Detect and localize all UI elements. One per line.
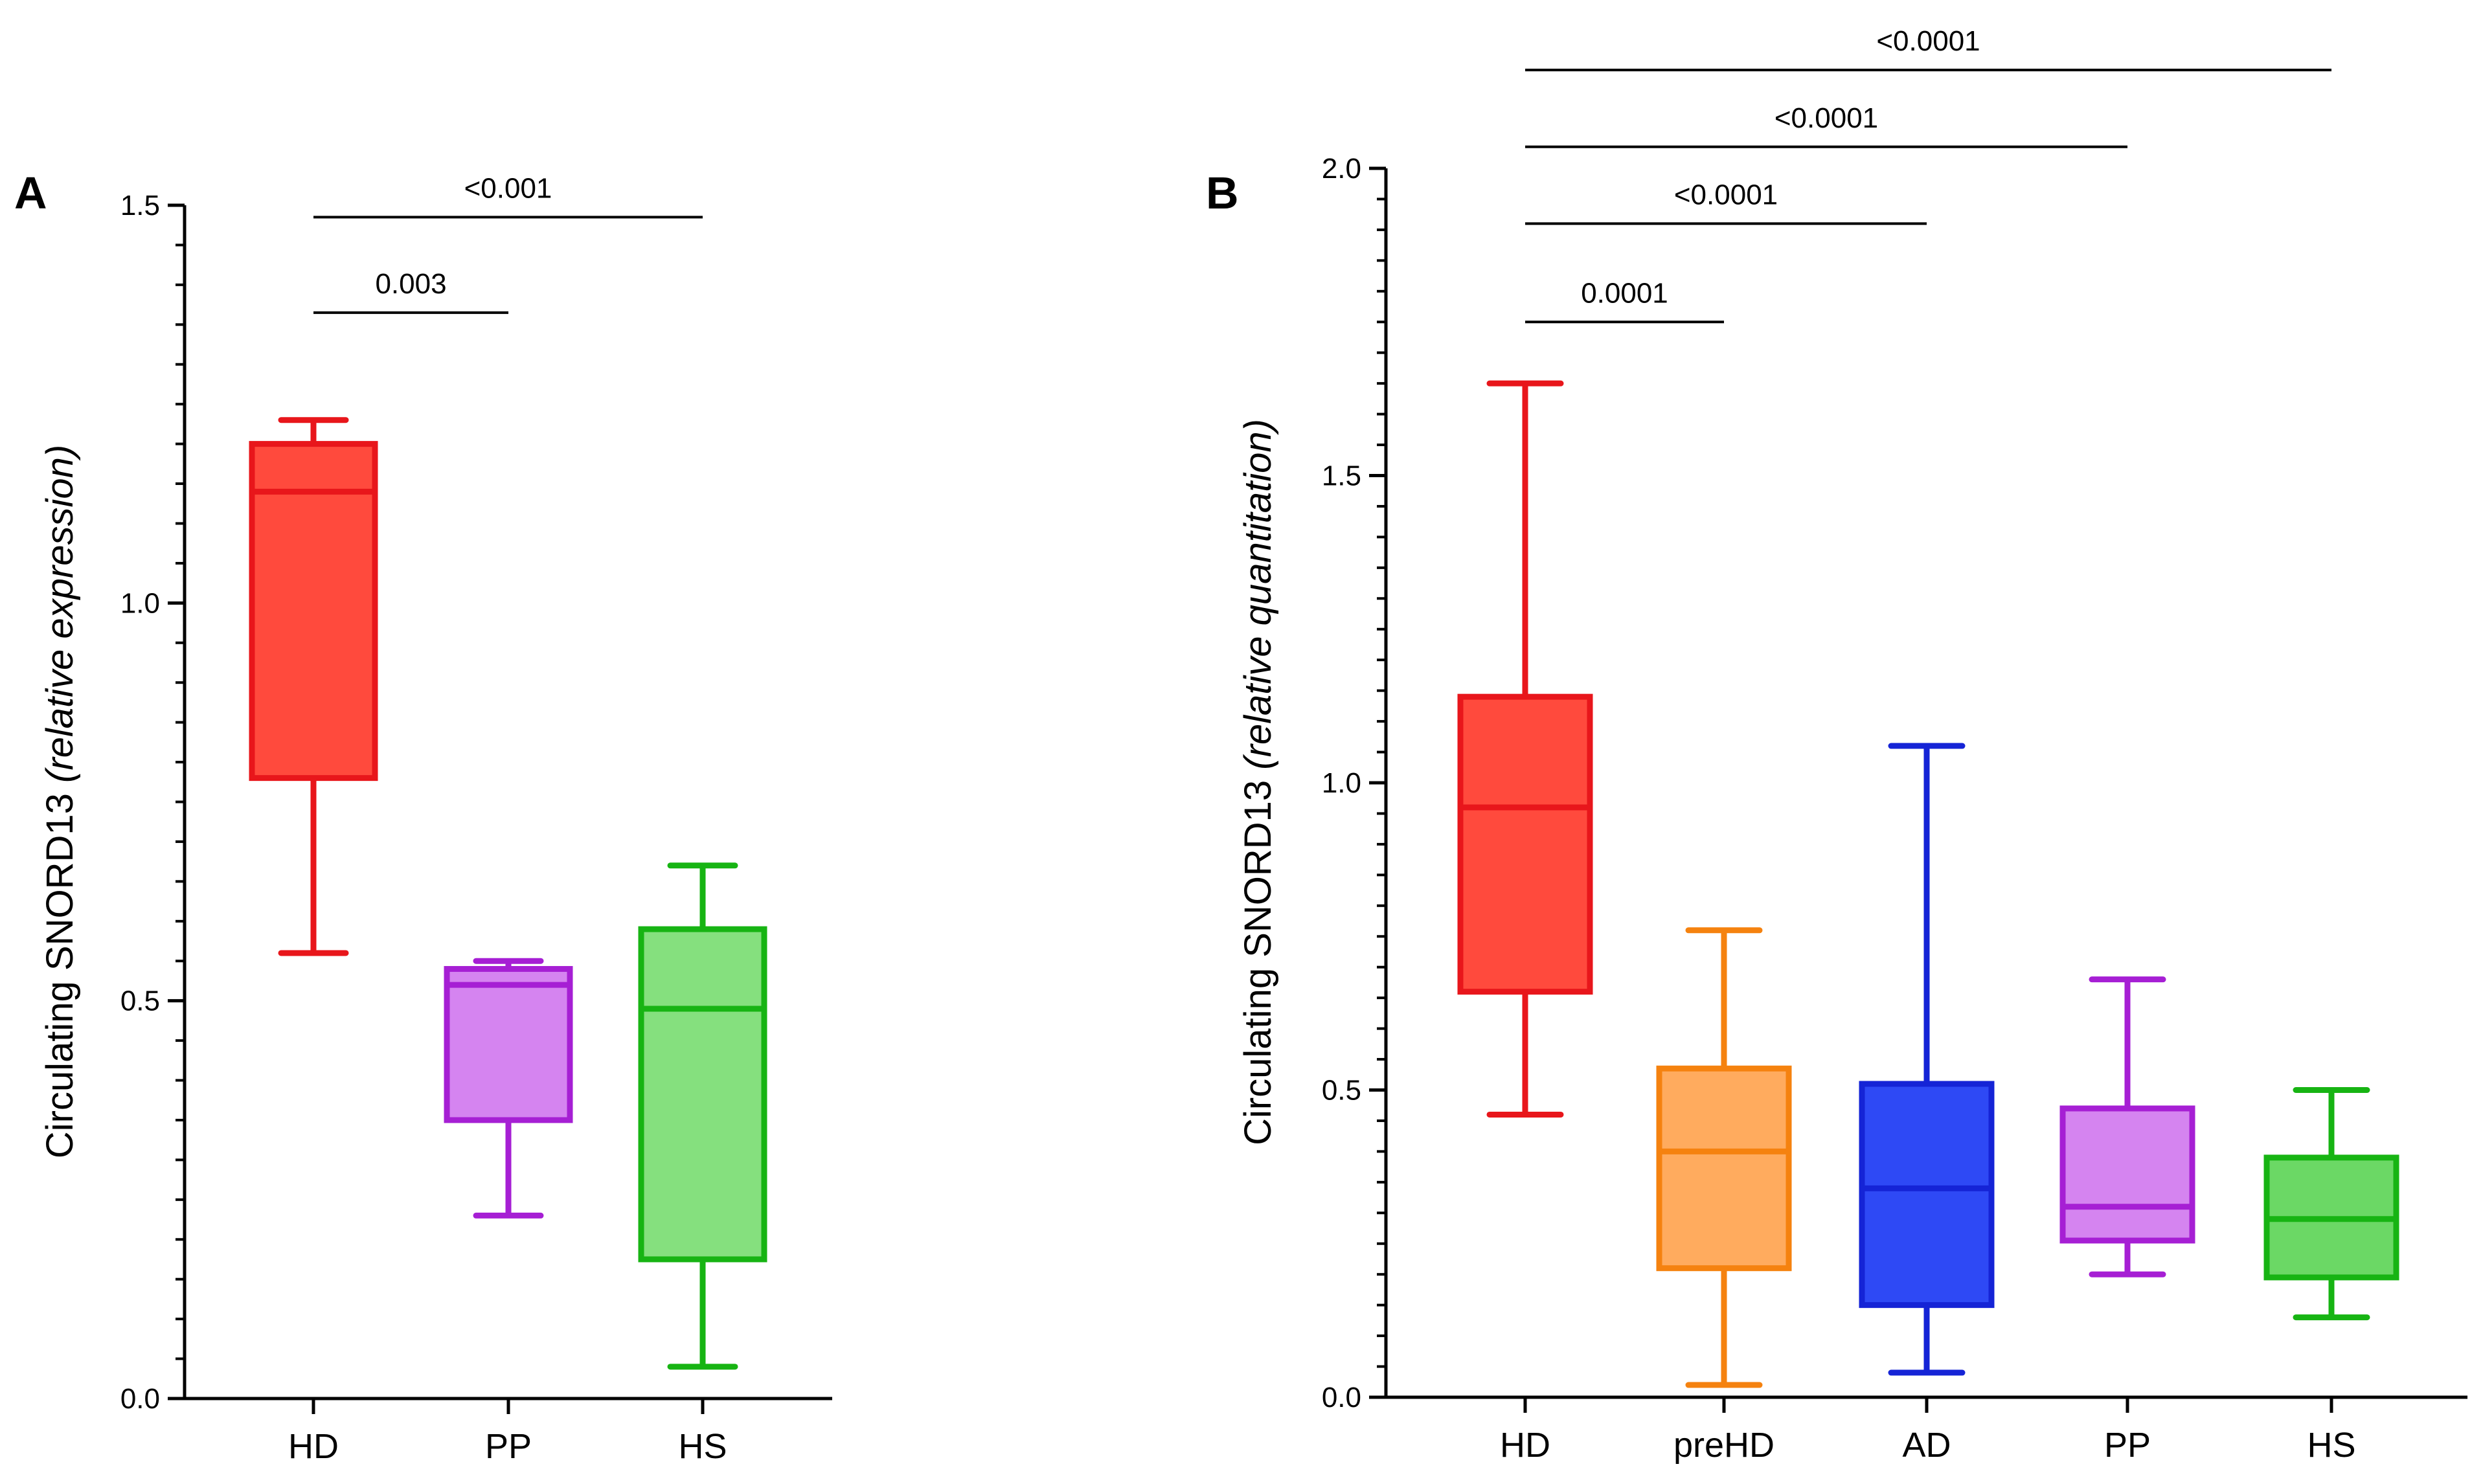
box-iqr — [249, 441, 378, 781]
box-iqr — [1656, 1065, 1792, 1272]
panel-letter: A — [14, 168, 47, 218]
y-axis-label-main: Circulating SNORD13 — [1237, 770, 1279, 1145]
box-pp — [444, 958, 573, 1219]
box-hs — [2263, 1087, 2399, 1321]
significance-label: <0.0001 — [1674, 179, 1778, 210]
y-tick-label: 2.0 — [1322, 153, 1361, 185]
box-hd — [249, 417, 378, 956]
y-tick-label: 0.0 — [120, 1383, 160, 1415]
significance-label: 0.0001 — [1581, 277, 1668, 309]
y-axis-label: Circulating SNORD13 (relative expression… — [39, 445, 81, 1158]
y-tick-label: 0.5 — [1322, 1075, 1361, 1107]
box-hs — [638, 862, 767, 1370]
x-category-label: HS — [2307, 1426, 2355, 1465]
x-category-label: HD — [1500, 1426, 1550, 1465]
significance-label: 0.003 — [375, 268, 446, 300]
x-category-label: PP — [2104, 1426, 2151, 1465]
y-tick-label: 1.0 — [1322, 767, 1361, 799]
y-tick-label: 1.5 — [1322, 460, 1361, 492]
y-tick-label: 1.0 — [120, 587, 160, 619]
x-category-label: HD — [288, 1427, 339, 1466]
y-tick-label: 1.5 — [120, 190, 160, 221]
panel-letter: B — [1206, 168, 1239, 218]
y-axis-label-main: Circulating SNORD13 — [39, 783, 81, 1158]
significance-label: <0.0001 — [1774, 102, 1878, 134]
y-tick-label: 0.5 — [120, 985, 160, 1017]
box-iqr — [1859, 1081, 1995, 1309]
y-axis-label-italic: (relative expression) — [39, 445, 81, 783]
y-axis-label-italic: (relative quantitation) — [1237, 419, 1279, 770]
box-pp — [2059, 976, 2195, 1277]
panel-b: B Circulating SNORD13 (relative quantitat… — [1206, 25, 2467, 1465]
y-tick-label: 0.0 — [1322, 1382, 1361, 1413]
significance-label: <0.001 — [464, 172, 552, 204]
x-category-label: AD — [1902, 1426, 1951, 1465]
box-ad — [1859, 743, 1995, 1376]
box-iqr — [638, 926, 767, 1263]
x-category-label: preHD — [1673, 1426, 1774, 1465]
box-hd — [1457, 380, 1593, 1118]
x-category-label: HS — [678, 1427, 727, 1466]
x-category-label: PP — [485, 1427, 532, 1466]
box-iqr — [444, 966, 573, 1123]
box-iqr — [1457, 693, 1593, 995]
y-axis-label: Circulating SNORD13 (relative quantitati… — [1237, 419, 1279, 1145]
box-iqr — [2059, 1105, 2195, 1244]
significance-label: <0.0001 — [1876, 25, 1980, 57]
box-prehd — [1656, 927, 1792, 1388]
panel-a: A Circulating SNORD13 (relative expressio… — [14, 168, 832, 1466]
